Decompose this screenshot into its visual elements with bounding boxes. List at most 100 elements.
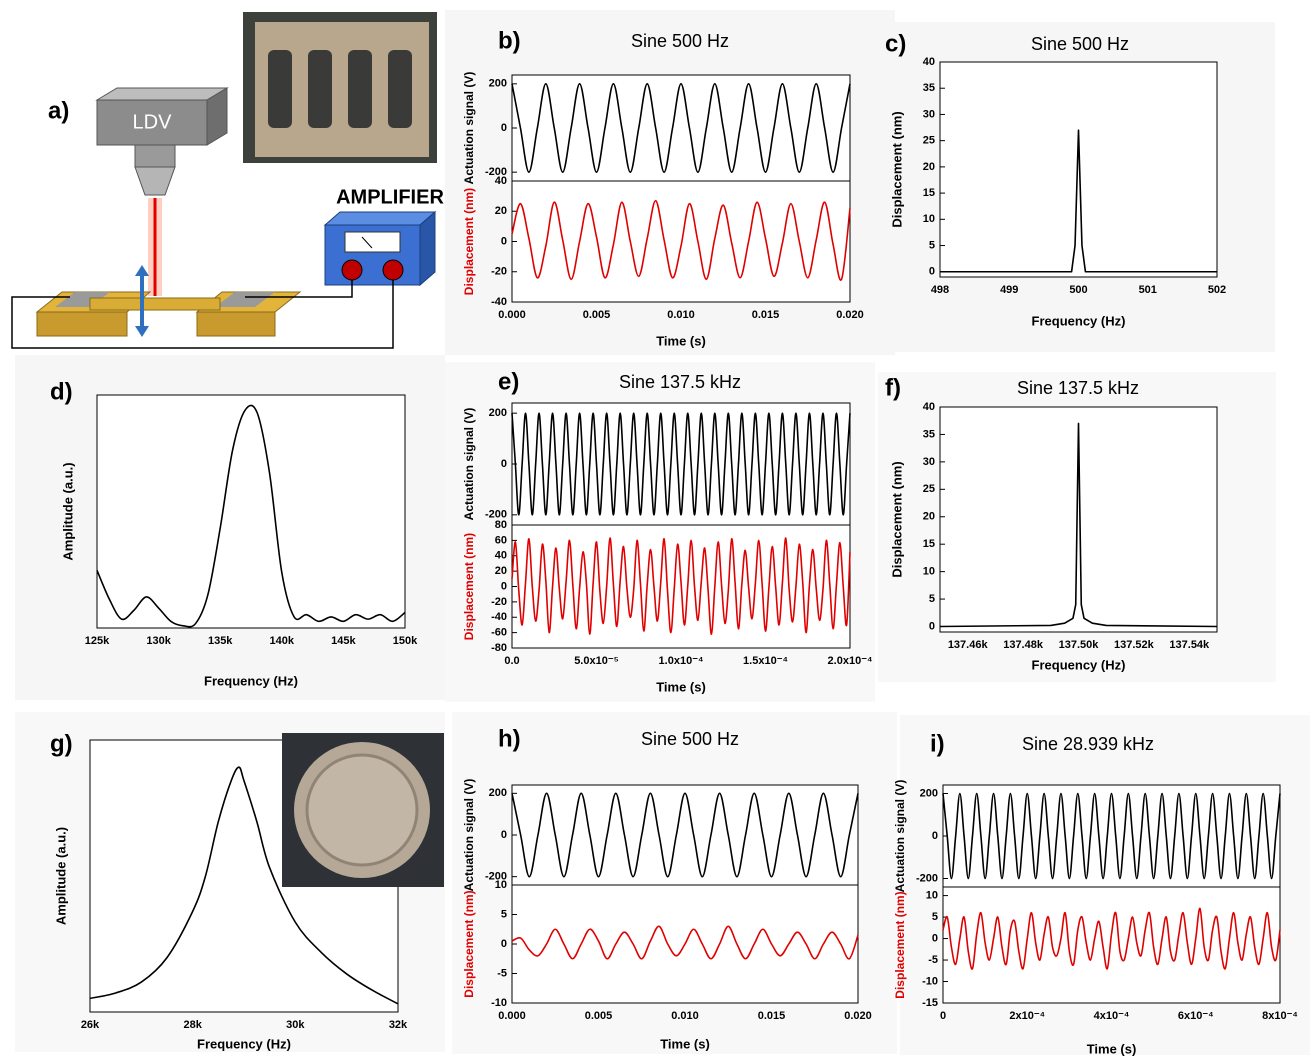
x-tick-label: 0.015 (752, 309, 780, 321)
lens-cone (134, 166, 176, 196)
x-axis-label: Time (s) (660, 1036, 710, 1051)
x-tick-label: 499 (1000, 284, 1018, 296)
x-tick-label: 145k (331, 635, 356, 647)
x-tick-label: 0.005 (583, 309, 611, 321)
y-tick-label: 0 (501, 829, 507, 841)
amplifier-label: AMPLIFIER (336, 186, 444, 208)
data-line (511, 83, 851, 173)
x-tick-label: 137.48k (1003, 639, 1044, 651)
y-tick-label: 5 (929, 593, 935, 605)
x-tick-label: 2.0x10⁻⁴ (828, 655, 873, 667)
y-tick-label: -5 (928, 954, 938, 966)
x-tick-label: 125k (85, 635, 110, 647)
x-axis-label: Time (s) (656, 679, 706, 694)
arrow-head (135, 326, 149, 337)
amp-terminal (382, 259, 404, 281)
y-tick-label: 10 (923, 213, 935, 225)
plot-frame (511, 402, 851, 526)
plot-frame (511, 180, 851, 303)
x-tick-label: 0.0 (504, 655, 519, 667)
lens (134, 144, 176, 168)
y-tick-label: 15 (923, 187, 935, 199)
y-tick-label: -10 (491, 997, 507, 1009)
setup-schematic: a) LDV AMPLIFIER (11, 12, 444, 349)
panel-label: h) (498, 725, 521, 752)
x-tick-label: 500 (1069, 284, 1087, 296)
x-tick-label: 501 (1139, 284, 1157, 296)
y-tick-label: -20 (491, 596, 507, 608)
ldv-label: LDV (133, 111, 173, 133)
y-tick-label: -200 (916, 872, 938, 884)
x-tick-label: 4x10⁻⁴ (1094, 1010, 1130, 1022)
y-tick-label: 35 (923, 82, 935, 94)
y-tick-label: -200 (485, 871, 507, 883)
y-tick-label: 200 (489, 78, 507, 90)
y-tick-label: 5 (929, 239, 935, 251)
panel-label: i) (930, 730, 945, 757)
x-tick-label: 30k (286, 1019, 305, 1031)
plot-frame (942, 784, 1281, 888)
y-tick-label: -40 (491, 296, 507, 308)
y-tick-label: 5 (932, 911, 938, 923)
data-line (89, 766, 399, 1005)
x-axis-label: Frequency (Hz) (1032, 313, 1126, 328)
y-axis-label: Displacement (nm) (889, 111, 904, 227)
data-line (511, 537, 851, 635)
panel-label: d) (50, 378, 73, 405)
x-tick-label: 32k (389, 1019, 408, 1031)
y-tick-label: 20 (923, 161, 935, 173)
y-tick-label: 40 (495, 550, 507, 562)
y-tick-label: 40 (495, 175, 507, 187)
y-tick-label: 35 (923, 428, 935, 440)
y-tick-label: 200 (489, 787, 507, 799)
x-tick-label: 0.000 (498, 309, 526, 321)
y-tick-label: 0 (932, 932, 938, 944)
y-tick-label: 0 (501, 122, 507, 134)
panel-label: g) (50, 730, 73, 757)
x-tick-label: 26k (81, 1019, 100, 1031)
y-tick-label: -40 (491, 611, 507, 623)
y-tick-label: 20 (495, 565, 507, 577)
y-axis-label: Actuation signal (V) (462, 408, 476, 521)
plot-frame (942, 886, 1281, 1004)
x-tick-label: 140k (270, 635, 295, 647)
beam (89, 297, 221, 311)
y-tick-label: 0 (501, 938, 507, 950)
y-axis-label: Displacement (nm) (893, 891, 907, 998)
x-tick-label: 130k (146, 635, 171, 647)
y-tick-label: 15 (923, 538, 935, 550)
slot (348, 50, 372, 128)
y-tick-label: 25 (923, 135, 935, 147)
y-tick-label: 20 (923, 511, 935, 523)
x-axis-label: Frequency (Hz) (1032, 657, 1126, 672)
data-line (940, 129, 1217, 273)
x-tick-label: 137.52k (1114, 639, 1155, 651)
slot (308, 50, 332, 128)
data-line (942, 792, 1281, 880)
amp-side (419, 210, 436, 287)
y-tick-label: 80 (495, 519, 507, 531)
plot-frame (511, 784, 859, 886)
data-line (96, 404, 406, 628)
y-tick-label: 5 (501, 908, 507, 920)
x-tick-label: 0.020 (844, 1010, 872, 1022)
y-tick-label: 40 (923, 401, 935, 413)
chart-title: Sine 500 Hz (631, 31, 729, 51)
y-axis-label: Displacement (nm) (889, 461, 904, 577)
y-axis-label: Amplitude (a.u.) (60, 462, 75, 560)
y-axis-label: Actuation signal (V) (462, 72, 476, 185)
panel-label: e) (498, 368, 519, 395)
x-tick-label: 135k (208, 635, 233, 647)
y-axis-label: Displacement (nm) (462, 890, 476, 997)
y-tick-label: -200 (485, 166, 507, 178)
plot-frame (96, 394, 406, 629)
y-tick-label: 10 (495, 879, 507, 891)
y-axis-label: Actuation signal (V) (893, 780, 907, 893)
y-axis-label: Amplitude (a.u.) (53, 827, 68, 925)
x-axis-label: Time (s) (1087, 1041, 1137, 1056)
y-tick-label: 20 (495, 205, 507, 217)
data-line (511, 412, 851, 516)
x-tick-label: 150k (393, 635, 418, 647)
y-axis-label: Actuation signal (V) (462, 779, 476, 892)
